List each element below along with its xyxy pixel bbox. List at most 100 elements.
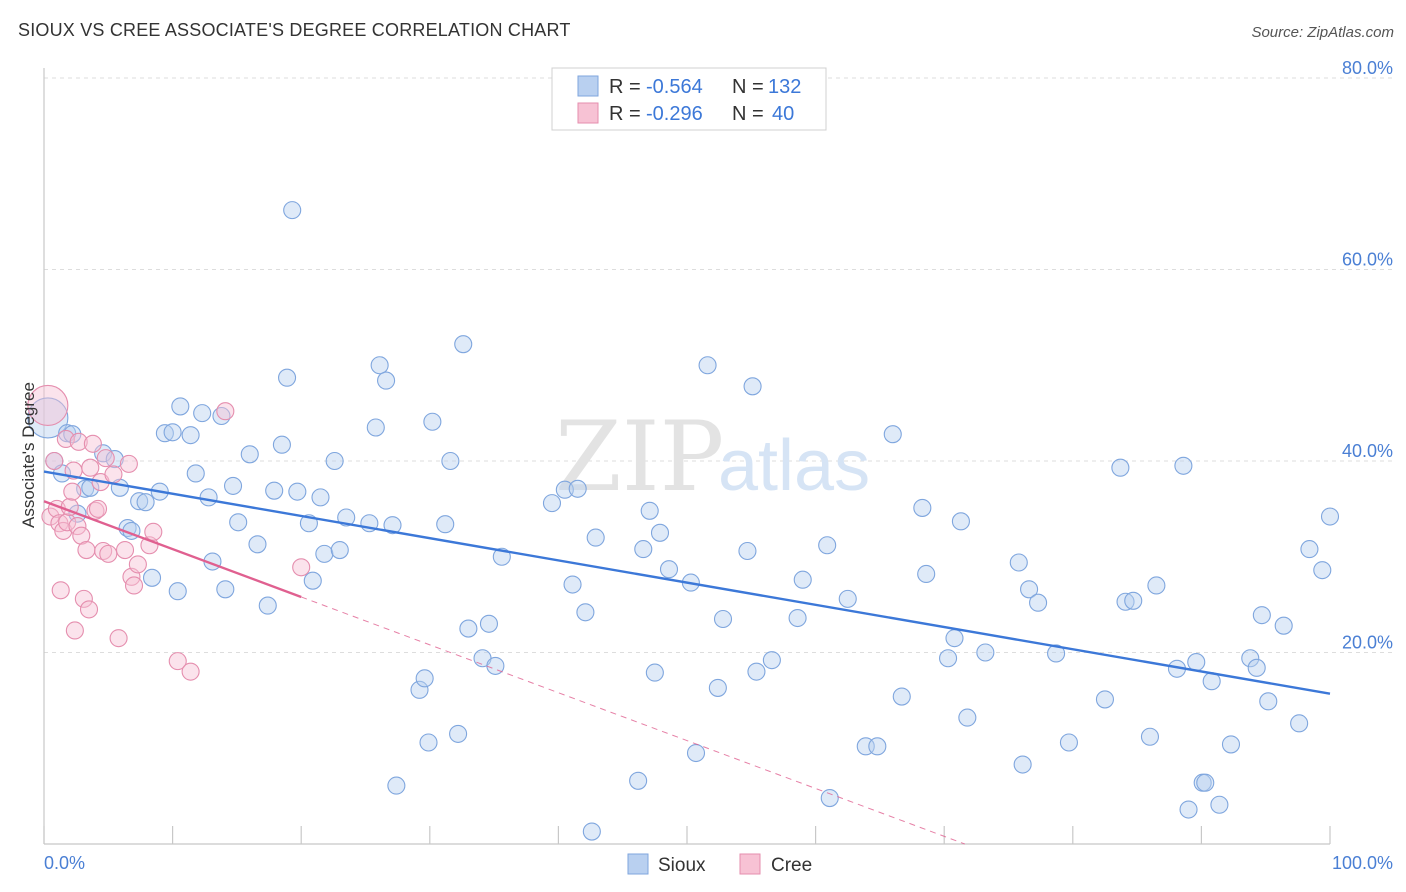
- sioux-point-30: [240, 445, 259, 464]
- x-tick-label-min: 0.0%: [44, 853, 85, 873]
- sioux-point-127: [1274, 616, 1293, 635]
- sioux-point-59: [459, 619, 478, 638]
- sioux-point-67: [568, 479, 587, 498]
- sioux-point-131: [1320, 507, 1340, 526]
- sioux-point-70: [586, 528, 605, 547]
- sioux-point-29: [229, 513, 248, 532]
- sioux-point-69: [582, 822, 601, 841]
- sioux-point-98: [945, 629, 964, 648]
- sioux-point-20: [171, 397, 190, 416]
- sioux-point-57: [449, 724, 468, 743]
- legend-cree-r-value: -0.296: [646, 103, 703, 125]
- sioux-point-92: [868, 737, 887, 756]
- cree-trend-extension: [301, 596, 965, 845]
- sioux-point-50: [387, 776, 406, 795]
- sioux-point-96: [917, 564, 936, 584]
- series-legend-swatch-sioux: [627, 853, 649, 875]
- sioux-point-39: [303, 571, 322, 590]
- axes: [43, 68, 1331, 845]
- sioux-point-94: [892, 687, 911, 706]
- legend-sioux-n-label: N =: [732, 76, 764, 98]
- sioux-point-82: [738, 541, 757, 561]
- stats-legend: R = -0.564 N = 132 R = -0.296 N = 40: [551, 67, 827, 131]
- sioux-point-125: [1252, 606, 1271, 625]
- sioux-point-52: [415, 669, 434, 688]
- gridlines: [44, 77, 1393, 653]
- sioux-point-104: [1020, 580, 1039, 599]
- sioux-point-89: [820, 788, 839, 808]
- sioux-point-102: [1009, 553, 1028, 572]
- series-legend-label-sioux: Sioux: [658, 855, 706, 876]
- sioux-point-72: [634, 540, 653, 559]
- sioux-point-93: [883, 425, 902, 444]
- sioux-point-105: [1029, 593, 1048, 612]
- sioux-point-14: [136, 493, 155, 512]
- sioux-point-22: [186, 464, 205, 483]
- y-tick-label-2: 60.0%: [1342, 250, 1393, 270]
- cree-point-24: [94, 541, 113, 561]
- cree-point-14: [69, 432, 88, 451]
- sioux-point-124: [1247, 658, 1266, 677]
- cree-point-17: [77, 540, 96, 560]
- sioux-point-34: [272, 435, 291, 454]
- sioux-point-81: [713, 609, 733, 629]
- cree-point-38: [216, 402, 235, 421]
- cree-point-18: [79, 600, 99, 619]
- sioux-point-58: [454, 335, 473, 354]
- sioux-point-75: [650, 523, 670, 542]
- trend-lines: [43, 470, 1331, 845]
- sioux-point-122: [1221, 735, 1241, 754]
- series-legend-swatch-cree: [739, 853, 761, 875]
- y-axis-title: Associate's Degree: [19, 382, 38, 528]
- sioux-point-111: [1124, 591, 1143, 610]
- legend-cree-n-value: 40: [772, 103, 794, 125]
- chart-title: SIOUX VS CREE ASSOCIATE'S DEGREE CORRELA…: [18, 20, 571, 40]
- sioux-point-78: [686, 743, 706, 763]
- cree-point-33: [128, 555, 147, 574]
- sioux-point-18: [163, 423, 182, 442]
- sioux-points: [27, 201, 1340, 841]
- cree-point-20: [83, 434, 102, 453]
- sioux-point-56: [441, 451, 460, 471]
- x-tick-label-max: 100.0%: [1332, 853, 1393, 873]
- sioux-point-103: [1013, 755, 1032, 774]
- sioux-point-68: [576, 603, 595, 622]
- sioux-point-95: [913, 498, 932, 517]
- cree-point-27: [104, 465, 123, 484]
- sioux-point-97: [939, 649, 958, 668]
- cree-point-0: [27, 384, 69, 427]
- sioux-point-41: [315, 544, 334, 563]
- sioux-point-109: [1111, 458, 1130, 477]
- sioux-point-99: [951, 512, 970, 531]
- cree-point-39: [292, 558, 311, 577]
- sioux-point-21: [181, 426, 200, 445]
- sioux-point-24: [199, 488, 218, 507]
- sioux-point-100: [958, 708, 977, 727]
- sioux-point-51: [410, 680, 429, 699]
- sioux-point-90: [838, 589, 857, 608]
- sioux-point-42: [325, 451, 344, 471]
- sioux-point-27: [216, 580, 235, 599]
- sioux-point-101: [976, 643, 995, 662]
- sioux-point-19: [168, 582, 187, 601]
- legend-sioux-r-value: -0.564: [646, 76, 703, 98]
- cree-point-35: [144, 522, 163, 541]
- watermark-zip: ZIP: [555, 401, 724, 513]
- legend-cree-n-label: N =: [732, 103, 764, 125]
- cree-point-8: [58, 513, 77, 532]
- sioux-point-129: [1300, 540, 1319, 559]
- watermark: ZIP atlas: [555, 401, 870, 513]
- cree-point-2: [45, 451, 64, 471]
- sioux-point-84: [747, 662, 766, 681]
- sioux-point-46: [366, 418, 385, 437]
- sioux-point-31: [248, 535, 267, 554]
- cree-points: [27, 384, 311, 681]
- sioux-point-49: [383, 516, 402, 535]
- cree-point-16: [74, 589, 93, 608]
- cree-point-26: [99, 544, 118, 563]
- sioux-point-65: [555, 480, 574, 499]
- sioux-point-106: [1047, 644, 1066, 663]
- sioux-point-83: [743, 377, 762, 396]
- sioux-point-107: [1059, 733, 1078, 752]
